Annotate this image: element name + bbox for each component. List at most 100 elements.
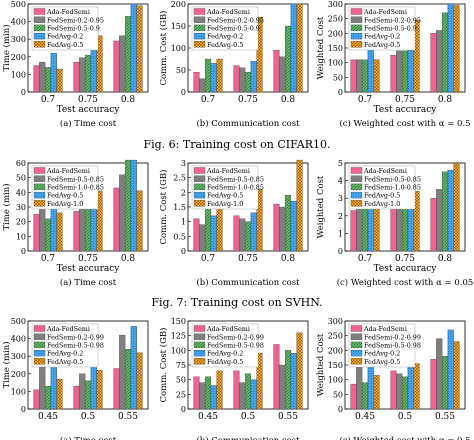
bar [430,33,437,93]
bar [396,50,403,93]
bar [356,208,363,252]
bar-hatch [256,189,263,251]
bar [436,189,443,252]
bar [239,382,246,410]
y-tick-label: 0 [338,88,343,97]
bar [273,50,280,93]
bar-hatch [413,191,420,251]
bar-hatch [50,365,57,409]
bar-hatch [367,366,374,409]
bar-hatch [45,386,51,409]
y-axis-label: Comm. Cost (GB) [158,11,169,86]
bar [239,218,246,252]
subfigure-caption: (a) Time cost [60,277,117,288]
y-tick-label: 150 [171,22,186,31]
y-tick-label: 10 [16,232,26,241]
bar [430,198,437,252]
legend-label: FedAvg-0.2 [207,33,243,41]
legend-swatch [193,175,206,182]
bar-hatch [407,194,414,251]
legend-swatch [33,333,46,340]
legend-swatch-hatch [351,341,362,348]
x-tick-label: 0.75 [395,95,415,105]
y-tick-label: 20 [16,218,26,227]
bar [39,61,46,93]
legend-label: Ada-FedSemi [363,8,407,16]
bar-hatch [50,53,57,92]
bar [33,214,40,252]
legend-swatch-hatch [194,33,205,40]
legend-swatch-hatch [194,200,205,207]
bar-hatch [96,35,103,92]
bar-hatch [45,218,51,251]
bar-hatch [210,385,217,409]
legend-label: FedSemi-0.2-0.95 [364,16,421,24]
y-tick-label: 400 [11,335,26,344]
bar [193,218,200,252]
legend-label: FedAvg-0.2 [207,350,243,358]
x-tick-label: 0.7 [358,95,373,105]
legend-swatch-hatch [34,192,45,199]
bar [113,40,120,93]
bar-hatch [56,379,63,409]
legend-swatch-hatch [194,183,205,190]
bar-hatch [362,207,368,251]
y-tick-label: 300 [328,0,343,9]
legend-label: FedAvg-1.0 [47,200,83,208]
subfigure-caption: (c) Weighted cost with α = 0.05 [337,277,474,288]
legend-swatch-hatch [34,358,45,365]
bar [199,224,206,252]
y-tick-label: 25 [176,390,186,399]
legend-label: FedSemi-0.2-0.95 [207,16,264,24]
legend-label: Ada-FedSemi [206,325,250,333]
y-tick-label: 1.5 [173,203,186,212]
legend-label: FedSemi-0.5-0.85 [364,175,421,183]
x-tick-label: 0.55 [278,412,298,422]
bar [119,334,126,410]
bar-hatch [136,190,143,251]
y-tick-label: 100 [171,44,186,53]
bar-hatch [136,5,143,92]
bar [73,385,80,410]
x-tick-label: 0.8 [438,95,453,105]
x-axis-label: Test accuracy [374,105,438,115]
legend-swatch-hatch [351,33,362,40]
legend-swatch [350,167,363,174]
bar-hatch [205,59,211,92]
legend-label: FedSemi-0.5-0.98 [364,342,421,350]
bar [273,344,280,410]
y-tick-label: 0 [181,247,186,256]
legend-label: FedAvg-0.2 [364,350,400,358]
legend-label: Ada-FedSemi [46,167,90,175]
subfigure-caption: (b) Communication cost [196,277,300,288]
y-tick-label: 250 [328,15,343,24]
legend-swatch-hatch [194,41,205,48]
chart-4: 0 0.5 1 1.5 2 2.5 3 Comm. Cost (GB) 0.7 0.75 0.8 (b… [158,159,309,288]
subfigure-caption: (c) Weighted cost with α = 0.5 [339,118,470,129]
y-tick-label: 500 [11,0,26,9]
x-axis-label: Test accuracy [57,105,121,115]
bar-hatch [210,215,217,251]
bar [199,382,206,410]
legend-label: FedSemi-1.0-0.85 [47,184,104,192]
legend-label: FedAvg-1.0 [207,200,243,208]
x-tick-label: 0.8 [121,95,136,105]
legend-swatch-hatch [351,200,362,207]
bar [39,206,46,252]
y-tick-label: 100 [11,70,26,79]
subfigure-caption: (b) Communication cost [196,435,300,440]
legend-label: FedAvg-0.5 [207,358,243,366]
y-tick-label: 75 [176,361,186,370]
x-tick-label: 0.8 [121,254,136,264]
legend-swatch [193,16,206,23]
y-axis-label: Weighted Cost [316,333,326,396]
legend-swatch [193,325,206,332]
y-tick-label: 0 [21,88,26,97]
bar-hatch [285,195,291,251]
bar [390,55,397,93]
y-tick-label: 100 [11,387,26,396]
legend-label: Ada-FedSemi [363,325,407,333]
